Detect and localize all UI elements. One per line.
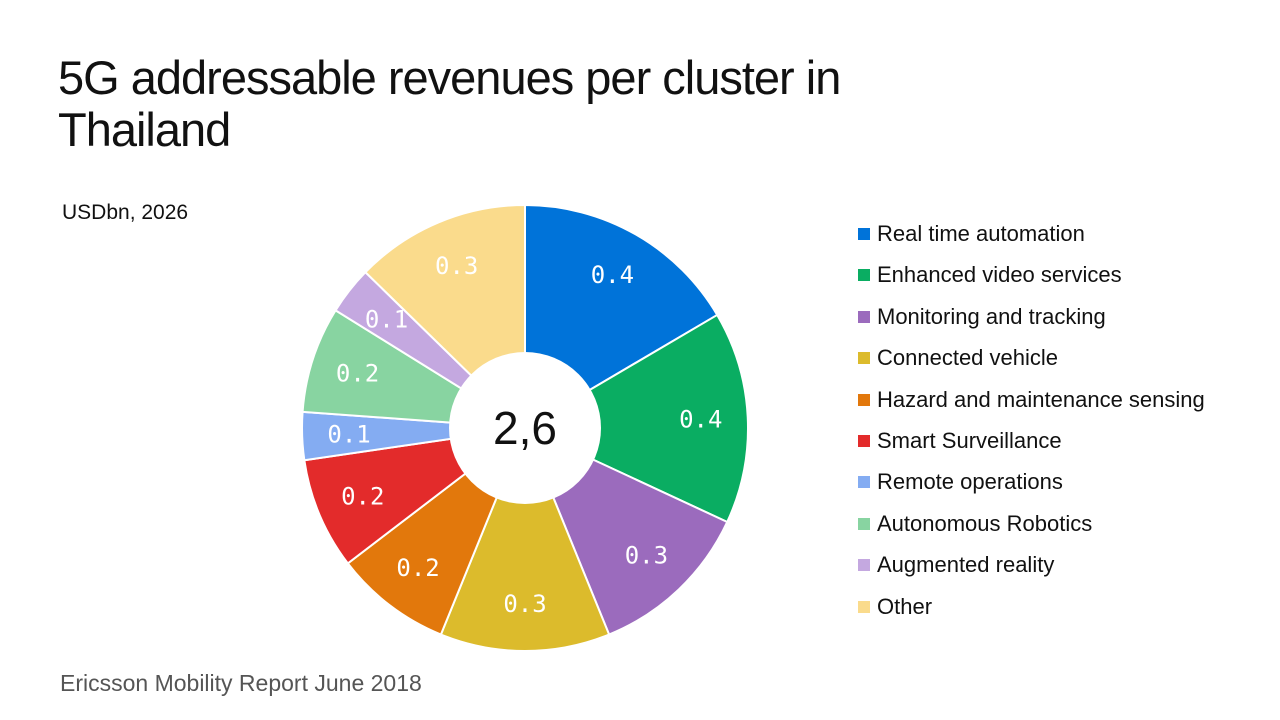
legend-swatch <box>858 393 870 406</box>
slice-label-7: 0.2 <box>336 360 379 388</box>
legend-label: Monitoring and tracking <box>877 303 1106 329</box>
slice-1 <box>522 313 749 524</box>
legend-label: Hazard and maintenance sensing <box>877 386 1205 412</box>
slice-label-8: 0.1 <box>365 306 408 334</box>
donut-slice-labels: 0.4 0.4 0.3 0.3 0.2 0.2 0.1 0.2 0.1 0.3 <box>327 252 722 618</box>
legend: Real time automation Enhanced video servi… <box>858 220 1205 634</box>
legend-swatch <box>858 434 870 447</box>
legend-item: Enhanced video services <box>858 261 1205 302</box>
slice-label-1: 0.4 <box>679 406 722 434</box>
legend-label: Connected vehicle <box>877 345 1059 371</box>
legend-swatch <box>858 476 870 489</box>
legend-swatch <box>858 352 870 365</box>
slice-label-3: 0.3 <box>503 590 546 618</box>
legend-item: Autonomous Robotics <box>858 510 1205 551</box>
legend-swatch <box>858 600 870 613</box>
total-value-label: 2,6 <box>493 402 557 454</box>
legend-label: Other <box>877 593 933 619</box>
slice-label-4: 0.2 <box>396 554 439 582</box>
slice-label-5: 0.2 <box>341 482 384 510</box>
slice-3 <box>439 425 611 653</box>
legend-swatch <box>858 310 870 323</box>
slice-label-0: 0.4 <box>591 261 634 289</box>
legend-item: Smart Surveillance <box>858 427 1205 468</box>
legend-item: Other <box>858 593 1205 634</box>
slice-label-6: 0.1 <box>327 420 370 448</box>
donut-hole <box>449 352 601 504</box>
legend-swatch <box>858 269 870 282</box>
legend-item: Real time automation <box>858 220 1205 261</box>
slice-label-2: 0.3 <box>625 541 668 569</box>
legend-item: Augmented reality <box>858 551 1205 592</box>
legend-label: Augmented reality <box>877 552 1055 578</box>
legend-swatch <box>858 559 870 572</box>
unit-label: USDbn, 2026 <box>62 201 189 224</box>
legend-label: Real time automation <box>877 221 1085 246</box>
legend-label: Smart Surveillance <box>877 427 1062 453</box>
legend-item: Remote operations <box>858 468 1205 509</box>
legend-label: Remote operations <box>877 469 1063 495</box>
chart-title: 5G addressable revenues per cluster in T… <box>58 51 841 156</box>
slice-label-9: 0.3 <box>435 252 478 280</box>
legend-item: Monitoring and tracking <box>858 303 1205 344</box>
legend-label: Autonomous Robotics <box>877 510 1093 536</box>
legend-swatch <box>858 517 870 530</box>
legend-item: Hazard and maintenance sensing <box>858 386 1205 427</box>
legend-item: Connected vehicle <box>858 344 1205 385</box>
legend-label: Enhanced video services <box>877 262 1122 288</box>
source-note: Ericsson Mobility Report June 2018 <box>60 670 422 696</box>
legend-swatch <box>858 228 870 240</box>
